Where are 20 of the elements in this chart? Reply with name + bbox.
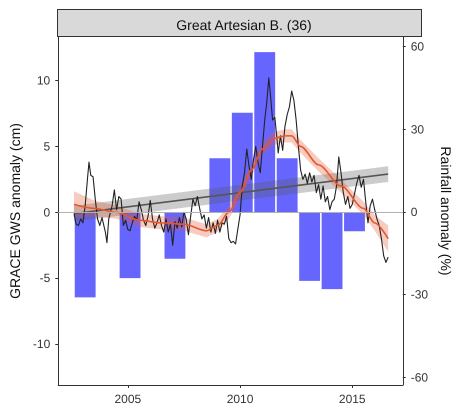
- x-tick-label: 2010: [226, 392, 254, 406]
- x-tick-label: 2015: [338, 392, 366, 406]
- x-tick-label: 2005: [114, 392, 142, 406]
- y2-tick-label: 0: [410, 204, 418, 219]
- bar: [120, 212, 140, 278]
- y-tick-label: 5: [44, 139, 51, 154]
- line-series: [73, 77, 389, 263]
- y-axis-title: GRACE GWS anomaly (cm): [7, 123, 23, 299]
- y-tick-label: 10: [36, 74, 51, 88]
- chart-title: Great Artesian B. (36): [176, 17, 312, 33]
- y2-tick-label: -60: [410, 370, 428, 384]
- y-tick-label: -10: [32, 337, 51, 352]
- bar: [74, 212, 96, 298]
- y-tick-label: -5: [40, 271, 51, 286]
- y2-tick-label: 30: [410, 122, 424, 136]
- y2-tick-label: -30: [410, 288, 428, 302]
- y-tick-label: 0: [44, 205, 51, 220]
- line-series: [73, 135, 389, 240]
- y2-axis-title: Rainfall anomaly (%): [438, 146, 454, 276]
- y2-tick-label: 60: [410, 40, 424, 54]
